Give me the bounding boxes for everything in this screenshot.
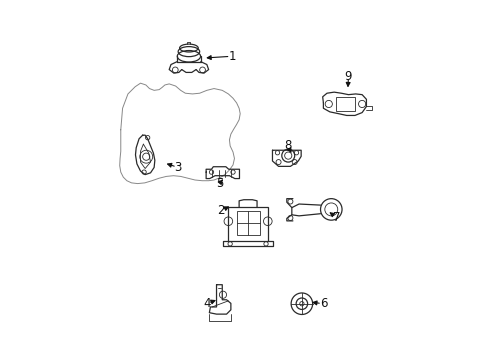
Text: 5: 5: [215, 177, 223, 190]
Circle shape: [299, 302, 304, 306]
Bar: [335, 97, 354, 111]
Text: 3: 3: [174, 161, 182, 174]
Text: 9: 9: [344, 69, 351, 82]
Text: 7: 7: [333, 211, 340, 224]
Text: 6: 6: [319, 297, 326, 310]
Text: 2: 2: [217, 204, 224, 217]
Text: 1: 1: [228, 50, 235, 63]
Text: 4: 4: [203, 297, 210, 310]
Bar: [236, 211, 259, 234]
Text: 8: 8: [283, 139, 291, 152]
Bar: [228, 207, 267, 241]
